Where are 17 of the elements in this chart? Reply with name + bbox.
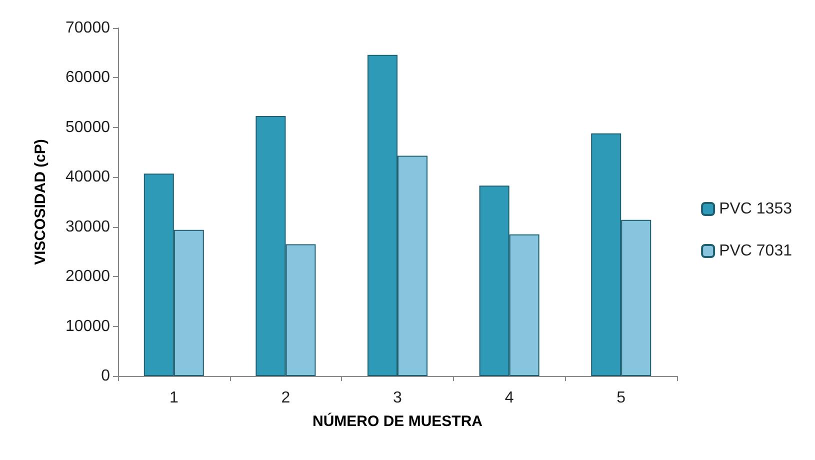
y-tick-label: 30000 (66, 218, 110, 236)
x-tick-label: 3 (393, 390, 402, 406)
x-tick-label: 1 (169, 390, 178, 406)
y-tick-label: 10000 (66, 318, 110, 335)
y-tick-label: 40000 (66, 168, 110, 186)
x-axis-title: NÚMERO DE MUESTRA (312, 412, 483, 430)
legend-label: PVC 1353 (719, 200, 792, 218)
x-tick-label: 5 (616, 390, 626, 406)
y-tick-label: 20000 (66, 268, 110, 286)
y-tick-label: 70000 (66, 20, 110, 36)
x-tick-label: 4 (504, 390, 514, 406)
y-tick-label: 50000 (66, 118, 110, 136)
y-tick-label: 60000 (66, 69, 110, 86)
x-tick-label: 2 (281, 390, 290, 406)
legend-label: PVC 7031 (719, 242, 792, 260)
y-axis-title: VISCOSIDAD (cP) (32, 139, 49, 265)
y-tick-label: 0 (101, 368, 110, 384)
